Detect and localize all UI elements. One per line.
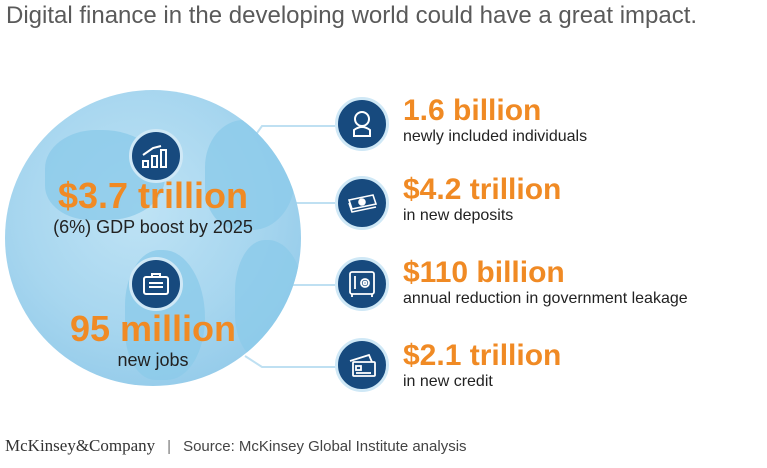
bar-chart-growth-icon <box>129 129 183 183</box>
money-stack-icon <box>335 176 389 230</box>
gdp-value: $3.7 trillion <box>57 175 249 216</box>
briefcase-icon <box>129 257 183 311</box>
stat-leakage: $110 billion annual reduction in governm… <box>403 257 688 309</box>
stat-value: $2.1 trillion <box>403 339 562 372</box>
stat-value: 1.6 billion <box>403 94 542 127</box>
stat-credit: $2.1 trillion in new credit <box>403 340 561 392</box>
stat-individuals: 1.6 billion newly included individuals <box>403 95 587 147</box>
footer-divider: | <box>167 437 172 455</box>
stat-value: $4.2 trillion <box>403 173 562 206</box>
credit-card-icon <box>335 338 389 392</box>
jobs-value: 95 million <box>69 308 237 349</box>
source-note: Source: McKinsey Global Institute analys… <box>183 437 467 455</box>
jobs-label: new jobs <box>117 350 189 370</box>
person-icon <box>335 97 389 151</box>
page-title: Digital finance in the developing world … <box>6 2 698 29</box>
connector-line <box>244 355 338 368</box>
stat-label: in new deposits <box>403 207 514 224</box>
stat-deposits: $4.2 trillion in new deposits <box>403 174 561 226</box>
stat-label: in new credit <box>403 373 493 390</box>
stat-label: annual reduction in government leakage <box>403 290 688 307</box>
mckinsey-logo: McKinsey&Company <box>5 436 156 455</box>
gdp-label: (6%) GDP boost by 2025 <box>53 217 253 237</box>
stat-value: $110 billion <box>403 256 565 289</box>
footer: McKinsey&Company | Source: McKinsey Glob… <box>5 436 467 456</box>
safe-icon <box>335 257 389 311</box>
stat-label: newly included individuals <box>403 128 588 145</box>
